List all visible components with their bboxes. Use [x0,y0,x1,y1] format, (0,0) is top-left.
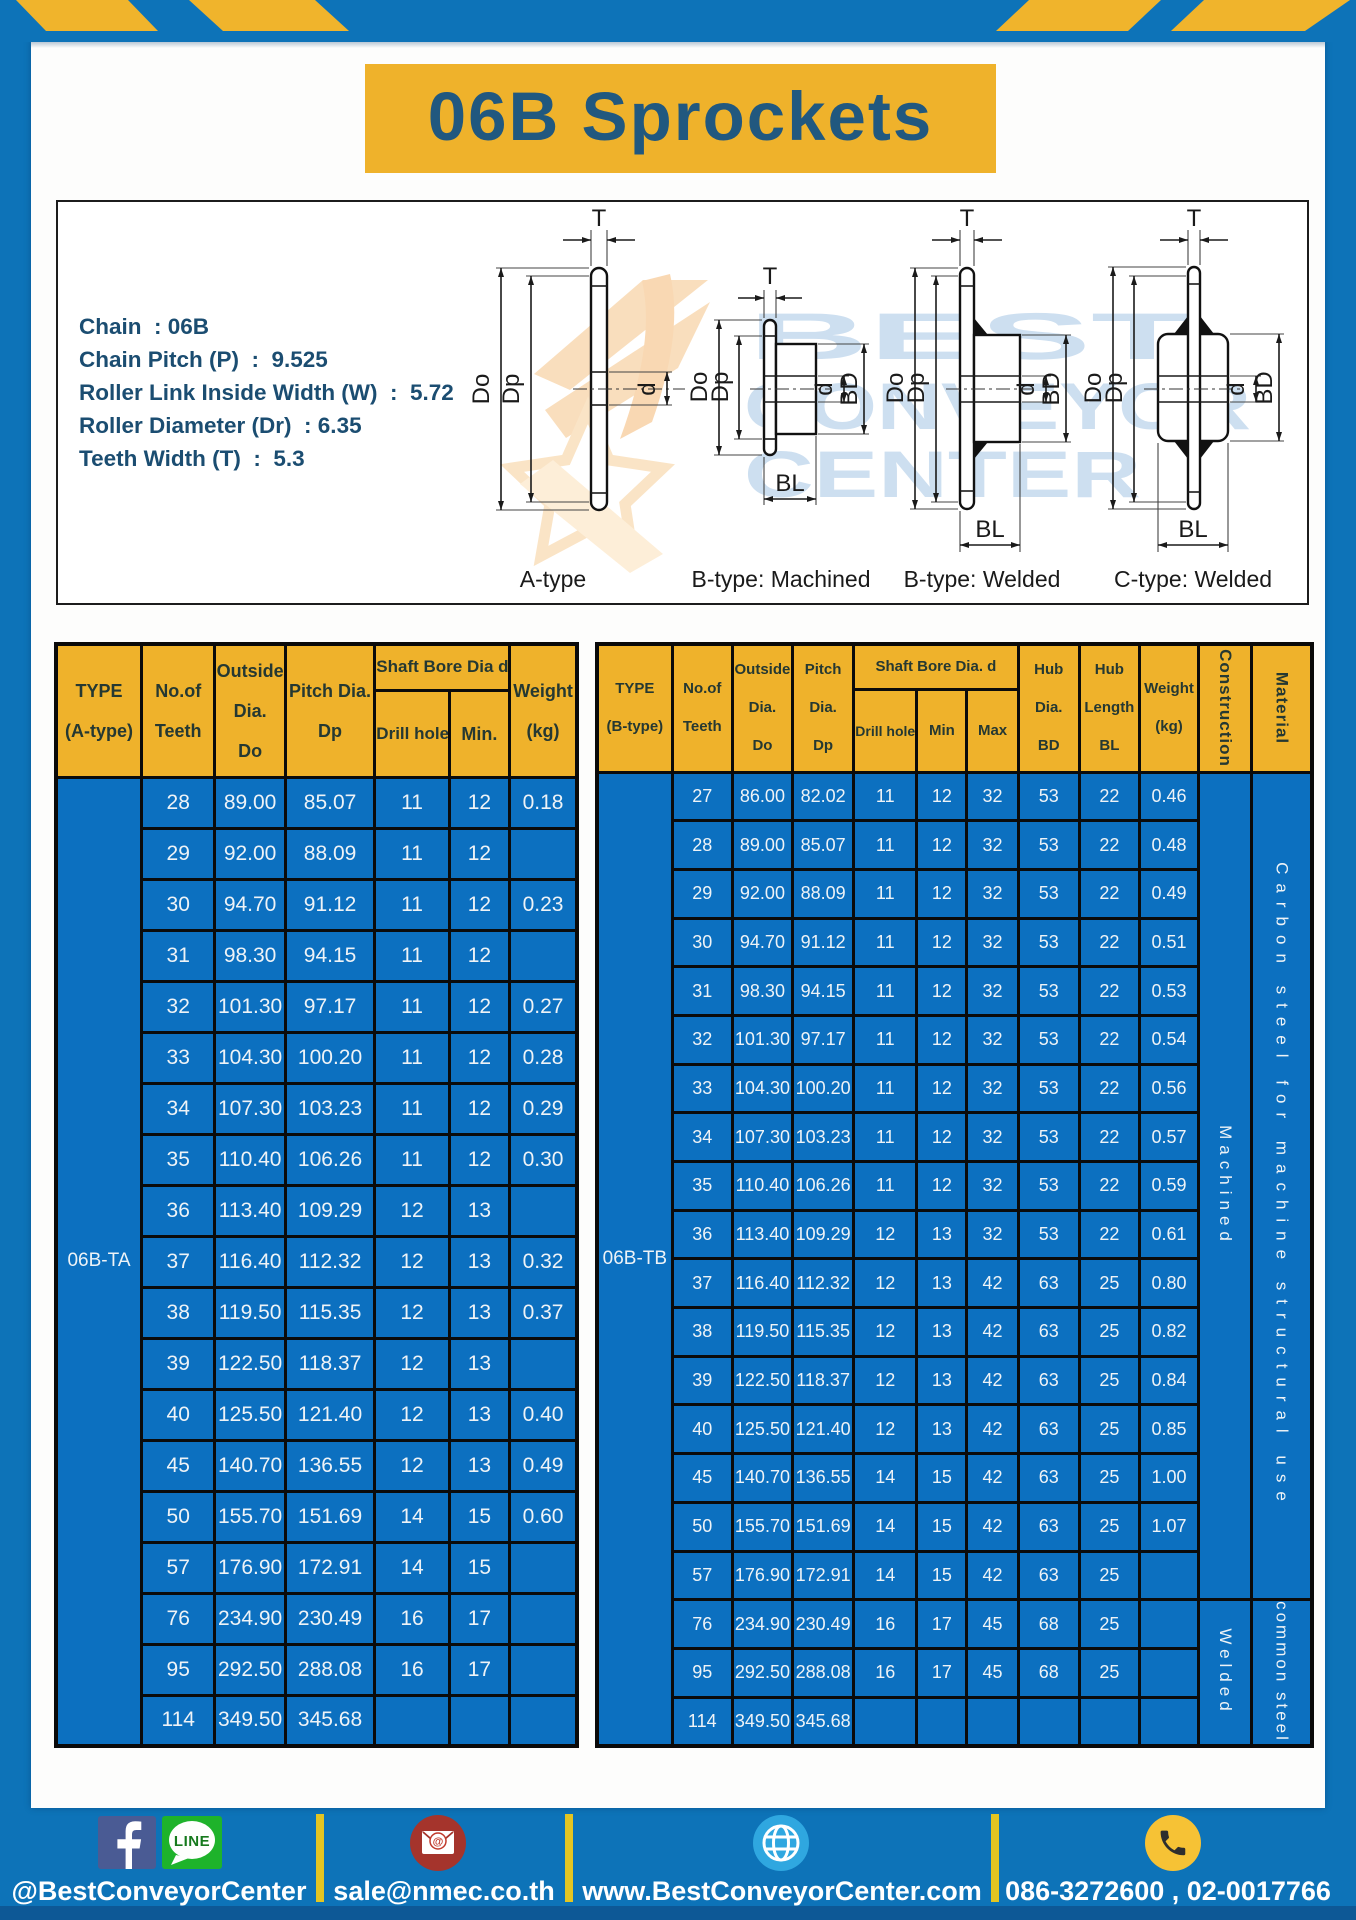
svg-text:Dp: Dp [1101,373,1128,404]
svg-text:Do: Do [468,374,495,405]
svg-text:A-type: A-type [520,566,586,592]
svg-text:Dp: Dp [903,373,930,404]
svg-text:T: T [1187,205,1202,232]
svg-text:BD: BD [1251,371,1278,404]
svg-text:B-type: Machined: B-type: Machined [692,566,871,592]
svg-text:BL: BL [775,470,804,497]
svg-text:BL: BL [975,516,1004,543]
svg-text:BD: BD [836,372,863,405]
svg-text:T: T [960,205,975,232]
svg-text:d: d [811,382,838,395]
svg-text:T: T [763,263,778,290]
svg-text:d: d [1013,382,1040,395]
svg-text:T: T [592,205,607,232]
svg-text:Dp: Dp [707,372,734,403]
svg-text:Do: Do [686,372,713,403]
svg-text:C-type: Welded: C-type: Welded [1114,566,1272,592]
svg-text:BD: BD [1038,372,1065,405]
svg-text:d: d [1223,382,1250,395]
svg-text:LINE: LINE [174,1833,210,1850]
svg-text:Do: Do [882,373,909,404]
svg-text:B-type: Welded: B-type: Welded [904,566,1061,592]
svg-text:Do: Do [1080,373,1107,404]
svg-text:@: @ [433,1836,444,1848]
svg-text:BL: BL [1178,516,1207,543]
svg-text:d: d [634,382,661,395]
svg-text:Dp: Dp [498,374,525,405]
